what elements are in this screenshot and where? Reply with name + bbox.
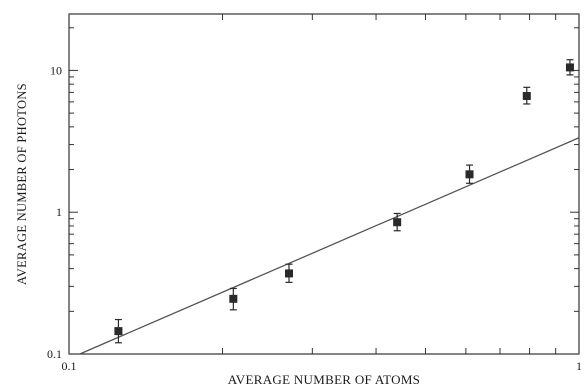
point-marker <box>465 170 474 179</box>
y-axis-label: AVERAGE NUMBER OF PHOTONS <box>15 83 29 285</box>
point-marker <box>114 327 123 336</box>
data-point <box>522 86 531 105</box>
data-point <box>393 212 402 232</box>
data-point <box>114 318 123 344</box>
data-point <box>465 164 474 184</box>
data-point <box>284 263 293 283</box>
x-axis-label: AVERAGE NUMBER OF ATOMS <box>228 372 420 387</box>
y-tick-label: 1 <box>56 205 62 219</box>
tick-marks <box>68 14 580 355</box>
fit-line <box>79 137 580 355</box>
point-marker <box>522 92 531 101</box>
y-tick-label: 0.1 <box>47 347 62 361</box>
point-marker <box>229 294 238 303</box>
y-tick-label: 10 <box>50 63 62 77</box>
x-tick-label: 1 <box>576 359 582 373</box>
tick-labels: 0.1 1 0.1 1 10 <box>47 63 582 373</box>
point-marker <box>284 269 293 278</box>
point-marker <box>565 63 574 72</box>
data-points <box>114 59 574 344</box>
point-marker <box>393 218 402 227</box>
data-point <box>229 287 238 311</box>
plot-frame <box>68 13 580 355</box>
data-point <box>565 59 574 76</box>
x-tick-label: 0.1 <box>62 359 77 373</box>
